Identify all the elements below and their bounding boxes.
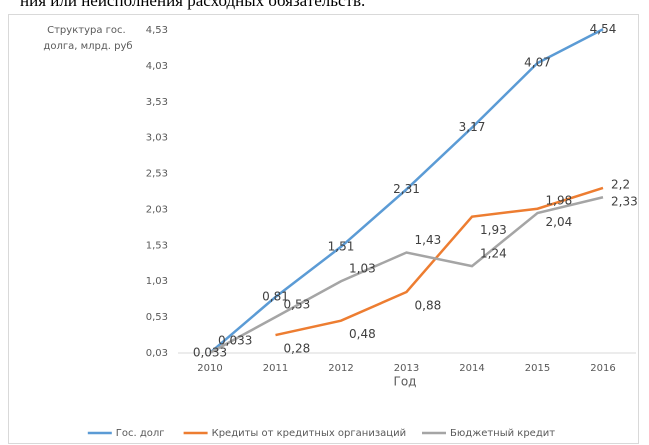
data-label: 0,53 [284,298,311,312]
y-tick-label: 0,53 [146,312,168,323]
data-label: 1,51 [328,239,355,253]
y-tick-label: 2,03 [146,204,168,215]
y-tick-label: 0,03 [146,348,168,359]
series-line [209,28,604,354]
y-tick-label: 4,03 [146,61,168,72]
y-tick-label: 3,53 [146,97,168,108]
y-tick-label: 1,53 [146,240,168,251]
y-tick-label: 1,03 [146,276,168,287]
data-label: 0,033 [193,345,227,359]
legend-label: Бюджетный кредит [450,428,555,439]
x-tick-label: 2014 [459,363,484,374]
data-label: 3,17 [459,120,486,134]
data-label: 1,24 [480,247,507,261]
x-axis-label: Год [394,375,417,389]
x-tick-label: 2012 [328,363,353,374]
x-tick-label: 2016 [590,363,615,374]
data-label: 2,2 [611,178,630,192]
data-label: 0,48 [349,327,376,341]
data-label: 4,54 [590,22,617,36]
x-tick-label: 2015 [525,363,550,374]
page-text: ния или неисполнения расходных обязатель… [20,0,365,10]
x-tick-label: 2013 [394,363,419,374]
y-axis-label: Структура гос. долга, млрд. руб [43,25,132,52]
data-label: 0,033 [218,333,252,347]
data-label: 2,04 [546,215,573,229]
chart-frame [8,14,639,444]
data-label: 4,07 [524,56,551,70]
data-label: 1,43 [415,233,442,247]
data-label: 2,31 [393,182,420,196]
series-line [209,196,604,354]
data-label: 0,28 [284,342,311,356]
data-label: 0,81 [262,290,289,304]
legend-label: Гос. долг [116,428,165,439]
series-line [275,186,604,337]
data-label: 2,33 [611,194,638,208]
x-tick-label: 2011 [263,363,288,374]
data-label: 1,98 [546,194,573,208]
y-tick-label: 2,53 [146,169,168,180]
data-label: 1,93 [480,223,507,237]
x-tick-label: 2010 [197,363,222,374]
y-tick-label: 4,53 [146,25,168,36]
y-tick-label: 3,03 [146,133,168,144]
data-label: 1,03 [349,262,376,276]
data-label: 0,88 [415,298,442,312]
legend-label: Кредиты от кредитных организаций [212,428,406,439]
